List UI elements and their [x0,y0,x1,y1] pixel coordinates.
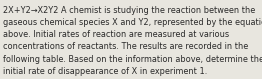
Text: initial rate of disappearance of X in experiment 1.: initial rate of disappearance of X in ex… [3,67,208,76]
Text: above. Initial rates of reaction are measured at various: above. Initial rates of reaction are mea… [3,30,229,39]
Text: following table. Based on the information above, determine the: following table. Based on the informatio… [3,55,262,64]
Text: 2X+Y2→X2Y2 A chemist is studying the reaction between the: 2X+Y2→X2Y2 A chemist is studying the rea… [3,6,255,15]
Text: concentrations of reactants. The results are recorded in the: concentrations of reactants. The results… [3,42,248,51]
Text: gaseous chemical species X and Y2, represented by the equation: gaseous chemical species X and Y2, repre… [3,18,262,27]
